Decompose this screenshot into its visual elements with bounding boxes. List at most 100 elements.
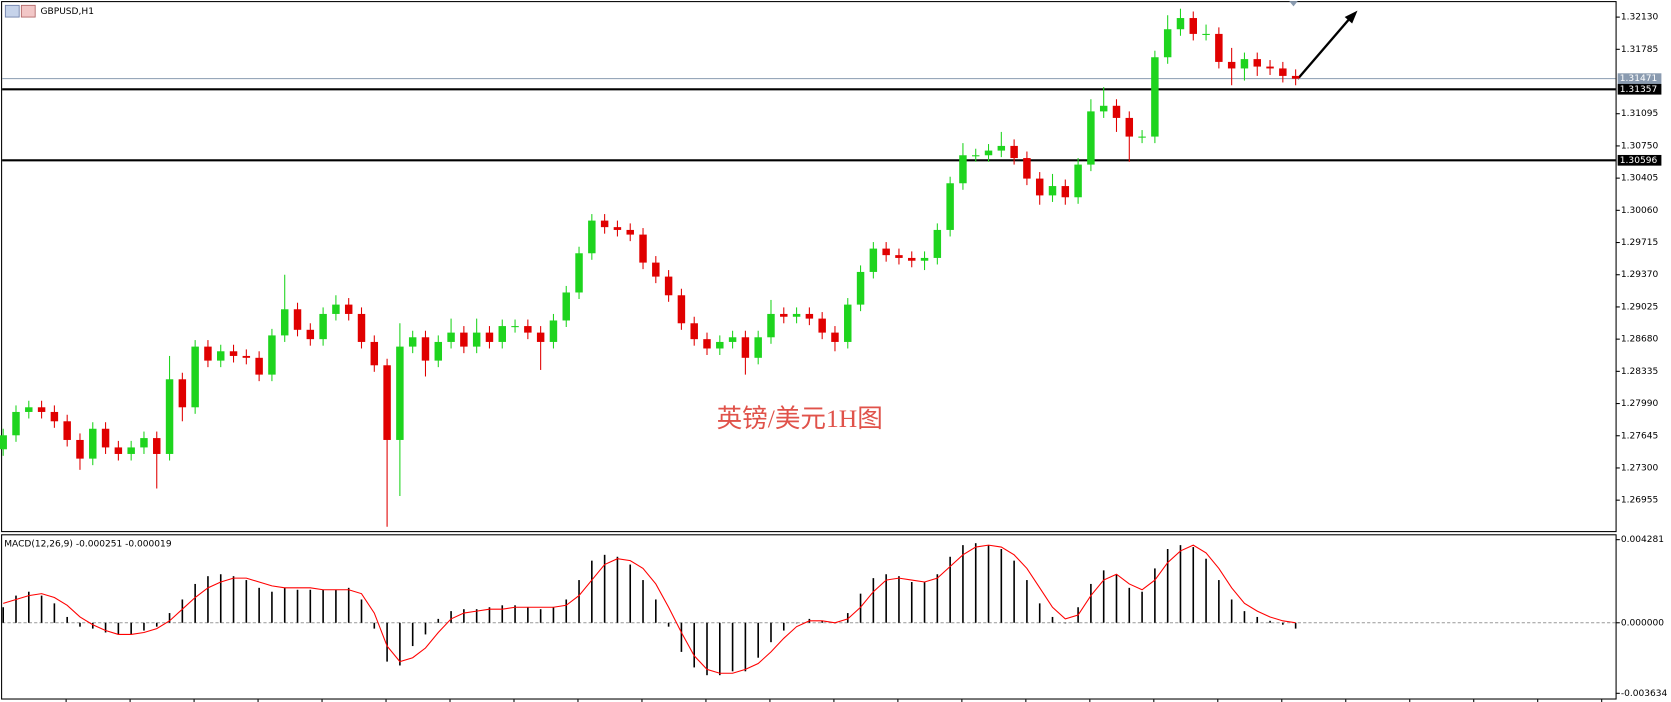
y-tick-label: 1.28335 xyxy=(1621,367,1658,377)
candle-body xyxy=(1074,164,1082,198)
candle-body xyxy=(690,323,698,340)
candle-body xyxy=(332,304,340,314)
macd-bar xyxy=(232,576,235,623)
candle-body xyxy=(1240,59,1249,69)
candle-body xyxy=(652,262,660,277)
candle-body xyxy=(280,309,289,336)
candle-body xyxy=(408,337,417,347)
macd-bar xyxy=(117,622,120,635)
candle-body xyxy=(780,313,788,317)
macd-bar xyxy=(424,622,427,635)
candle-body xyxy=(664,276,673,296)
macd-bar xyxy=(53,603,56,623)
macd-y-tick-label: 0.000000 xyxy=(1621,618,1664,628)
candle-body xyxy=(12,411,20,436)
candle-body xyxy=(524,326,532,333)
candle-body xyxy=(1253,59,1261,67)
candle-body xyxy=(1023,158,1031,179)
candle-body xyxy=(421,337,430,361)
level-box xyxy=(1617,83,1662,95)
macd-bar xyxy=(629,564,632,623)
candle-body xyxy=(204,346,212,361)
candle-body xyxy=(472,332,481,347)
candle-body xyxy=(344,304,353,314)
level-box xyxy=(1617,154,1662,166)
candle-body xyxy=(1279,68,1287,76)
chart-title: GBPUSD,H1 xyxy=(41,7,94,17)
macd-bar xyxy=(322,589,324,623)
candle-body xyxy=(460,332,468,347)
y-tick-label: 1.29715 xyxy=(1621,238,1658,248)
macd-bar xyxy=(885,574,887,623)
macd-bar xyxy=(949,556,951,623)
macd-bar xyxy=(1192,547,1195,623)
macd-bar xyxy=(1038,603,1041,623)
macd-bar xyxy=(731,622,734,672)
macd-bar xyxy=(309,589,312,623)
macd-bar xyxy=(1115,574,1118,623)
y-tick-label: 1.28680 xyxy=(1621,335,1659,345)
candle-body xyxy=(1215,33,1223,62)
candle-body xyxy=(818,318,826,333)
macd-bar xyxy=(411,622,414,647)
macd-bar xyxy=(1179,545,1182,623)
macd-bar xyxy=(744,622,747,672)
candle-body xyxy=(588,220,596,254)
macd-bar xyxy=(463,609,465,623)
candle-body xyxy=(805,313,814,319)
candle-body xyxy=(1163,29,1172,58)
candle-body xyxy=(933,229,942,258)
candle-body xyxy=(357,313,366,342)
macd-bar xyxy=(616,556,619,623)
macd-bar xyxy=(770,622,772,643)
macd-bar xyxy=(974,543,977,623)
macd-bar xyxy=(296,589,299,623)
macd-bar xyxy=(258,587,260,623)
candle-body xyxy=(920,257,929,261)
macd-bar xyxy=(245,580,248,623)
candle-body xyxy=(971,155,980,157)
macd-bar xyxy=(859,593,862,623)
candle-body xyxy=(1138,136,1146,138)
candle-body xyxy=(626,229,634,235)
candle-body xyxy=(434,341,443,361)
macd-bar xyxy=(667,622,670,627)
macd-bar xyxy=(872,578,875,623)
macd-bar xyxy=(143,622,145,631)
y-tick-label: 1.27645 xyxy=(1621,431,1658,441)
candle-body xyxy=(165,379,174,454)
macd-bar xyxy=(1141,591,1143,623)
macd-bar xyxy=(1166,549,1169,623)
candle-body xyxy=(1151,57,1159,137)
macd-bar xyxy=(821,620,823,623)
macd-bar xyxy=(373,622,376,629)
macd-bar xyxy=(898,576,900,623)
arrow xyxy=(1296,10,1358,80)
macd-bar xyxy=(642,580,644,623)
macd-y-tick-label: 0.004281 xyxy=(1621,535,1664,545)
candle-body xyxy=(844,304,852,342)
candle-body xyxy=(101,428,110,448)
candle-body xyxy=(882,248,890,256)
macd-bar xyxy=(450,611,452,623)
candle-body xyxy=(1048,186,1057,196)
macd-bar xyxy=(437,618,440,623)
y-tick-label: 1.27300 xyxy=(1621,463,1659,473)
candle-body xyxy=(114,447,123,454)
candle-body xyxy=(229,351,238,356)
candle-body xyxy=(268,335,276,375)
candle-body xyxy=(908,257,916,261)
macd-bar xyxy=(168,613,171,623)
candle-body xyxy=(600,220,609,228)
macd-bar xyxy=(207,576,209,623)
shift-marker xyxy=(1289,1,1298,7)
macd-bar xyxy=(1090,583,1092,623)
macd-bar xyxy=(360,599,363,623)
macd-bar xyxy=(1205,558,1207,623)
macd-bar xyxy=(386,622,388,662)
candle-body xyxy=(1061,186,1070,198)
macd-bar xyxy=(962,545,964,623)
candle-body xyxy=(191,346,199,408)
candle-body xyxy=(677,295,686,324)
